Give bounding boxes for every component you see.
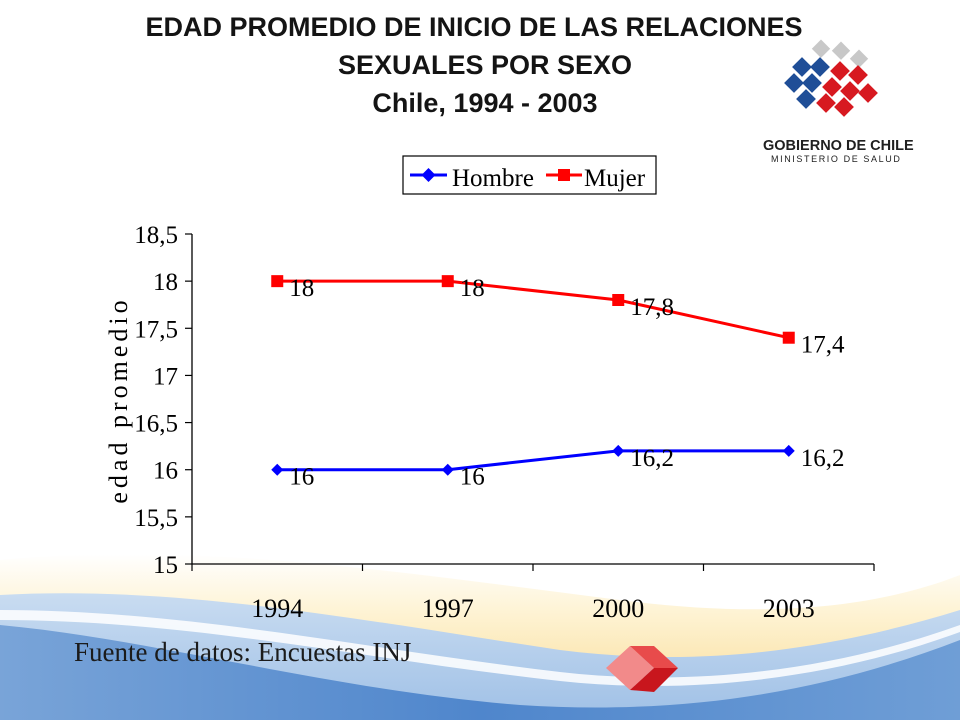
data-point-mujer bbox=[441, 275, 454, 288]
y-tick-label: 16,5 bbox=[134, 411, 178, 438]
data-point-hombre bbox=[271, 463, 284, 476]
x-tick-label: 2000 bbox=[592, 594, 644, 623]
data-point-mujer bbox=[612, 294, 625, 306]
y-tick-label: 15,5 bbox=[134, 505, 178, 532]
legend-mujer-label: Mujer bbox=[584, 165, 646, 192]
legend-hombre-marker bbox=[421, 168, 436, 182]
data-point-mujer bbox=[271, 275, 284, 288]
data-label-mujer: 17,4 bbox=[801, 332, 845, 359]
logo-text-ministerio: MINISTERIO DE SALUD bbox=[771, 154, 901, 164]
data-point-hombre bbox=[441, 463, 454, 476]
title-line-2: SEXUALES POR SEXO bbox=[337, 50, 633, 80]
x-tick-label: 1994 bbox=[251, 594, 303, 623]
legend: Hombre Mujer bbox=[402, 155, 657, 195]
logo-text-gobierno: GOBIERNO DE CHILE bbox=[763, 138, 914, 154]
data-label-mujer: 17,8 bbox=[630, 294, 674, 321]
data-point-hombre bbox=[782, 444, 795, 457]
title-line-3: Chile, 1994 - 2003 bbox=[372, 88, 598, 118]
title-line-1: EDAD PROMEDIO DE INICIO DE LAS RELACIONE… bbox=[145, 12, 803, 42]
series-line-hombre bbox=[277, 449, 789, 472]
x-tick-label: 1997 bbox=[422, 594, 474, 623]
chart-title: EDAD PROMEDIO DE INICIO DE LAS RELACIONE… bbox=[20, 8, 950, 122]
y-tick-label: 17,5 bbox=[134, 316, 178, 343]
y-tick-label: 17 bbox=[153, 363, 178, 390]
y-axis-label: edad promedio bbox=[104, 296, 133, 503]
data-point-hombre bbox=[612, 444, 625, 457]
y-tick-label: 18,5 bbox=[134, 222, 178, 249]
series-line-mujer bbox=[277, 279, 790, 340]
data-label-hombre: 16 bbox=[289, 464, 314, 491]
axes: 15 15,5 16 16,5 17 17,5 18 18,5 1994 1997 2000 2003 bbox=[134, 222, 875, 623]
legend-mujer-marker bbox=[558, 169, 570, 181]
white-swoosh bbox=[0, 610, 960, 686]
data-label-hombre: 16,2 bbox=[801, 445, 845, 472]
data-label-hombre: 16,2 bbox=[630, 445, 674, 472]
data-label-mujer: 18 bbox=[460, 275, 485, 302]
blue-wave bbox=[0, 625, 960, 720]
y-tick-label: 15 bbox=[153, 552, 178, 579]
y-tick-label: 16 bbox=[153, 458, 178, 485]
data-label-hombre: 16 bbox=[460, 464, 485, 491]
data-label-mujer: 18 bbox=[289, 275, 314, 302]
series-layer: 16 16 16,2 16,2 18 18 17,8 17,4 bbox=[271, 275, 845, 491]
legend-hombre-label: Hombre bbox=[452, 165, 534, 192]
data-point-mujer bbox=[782, 331, 795, 344]
data-source-note: Fuente de datos: Encuestas INJ bbox=[74, 637, 412, 667]
y-tick-label: 18 bbox=[153, 269, 178, 296]
x-tick-label: 2003 bbox=[763, 594, 815, 623]
